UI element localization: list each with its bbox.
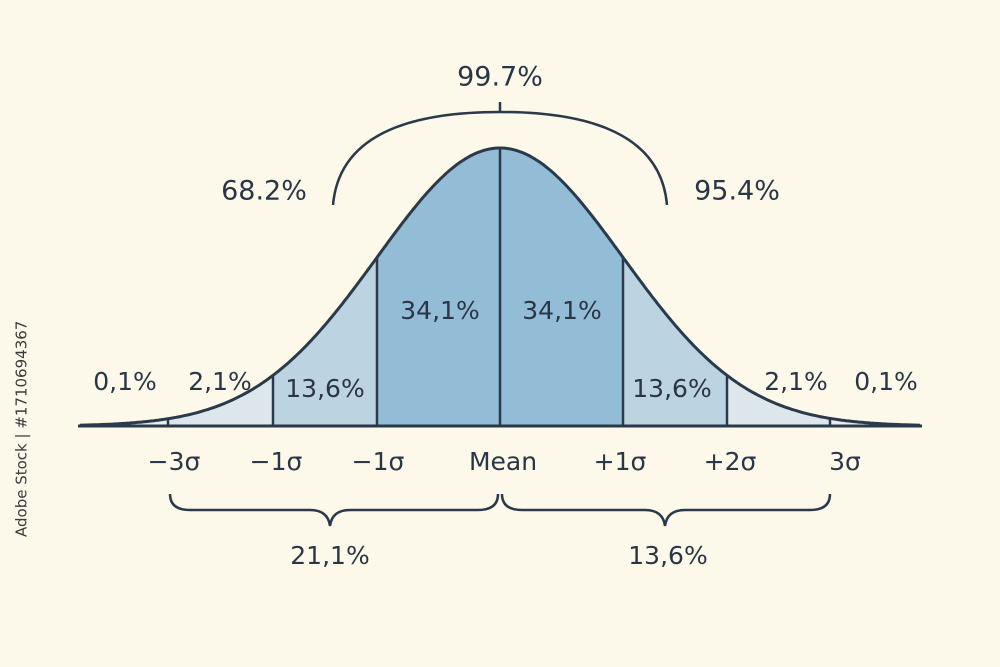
region-label: 13,6%: [632, 374, 711, 403]
total-label: 99.7%: [457, 62, 543, 93]
right-label: 95.4%: [694, 176, 780, 207]
region-label: 34,1%: [400, 296, 479, 325]
axis-label: +1σ: [594, 447, 647, 476]
axis-label: −3σ: [148, 447, 201, 476]
axis-label: −1σ: [352, 447, 405, 476]
region-label: 0,1%: [93, 367, 157, 396]
watermark: Adobe Stock | #1710694367: [13, 321, 31, 537]
brace-right: [500, 493, 832, 527]
brace-left: [168, 493, 500, 527]
region-fill: [830, 418, 920, 426]
region-label: 34,1%: [522, 296, 601, 325]
region-label: 2,1%: [764, 367, 828, 396]
region-fill: [80, 418, 168, 426]
region-fill: [273, 257, 377, 426]
region-label: 13,6%: [285, 374, 364, 403]
axis-label: Mean: [469, 447, 537, 476]
sigma-dividers: [166, 148, 832, 426]
axis-label: −1σ: [250, 447, 303, 476]
axis-label: 3σ: [829, 447, 861, 476]
brace-label: 21,1%: [290, 541, 369, 570]
left-label: 68.2%: [221, 176, 307, 207]
region-label: 2,1%: [188, 367, 252, 396]
axis-label: +2σ: [704, 447, 757, 476]
region-label: 0,1%: [854, 367, 918, 396]
region-fill: [623, 257, 727, 426]
brace-label: 13,6%: [628, 541, 707, 570]
